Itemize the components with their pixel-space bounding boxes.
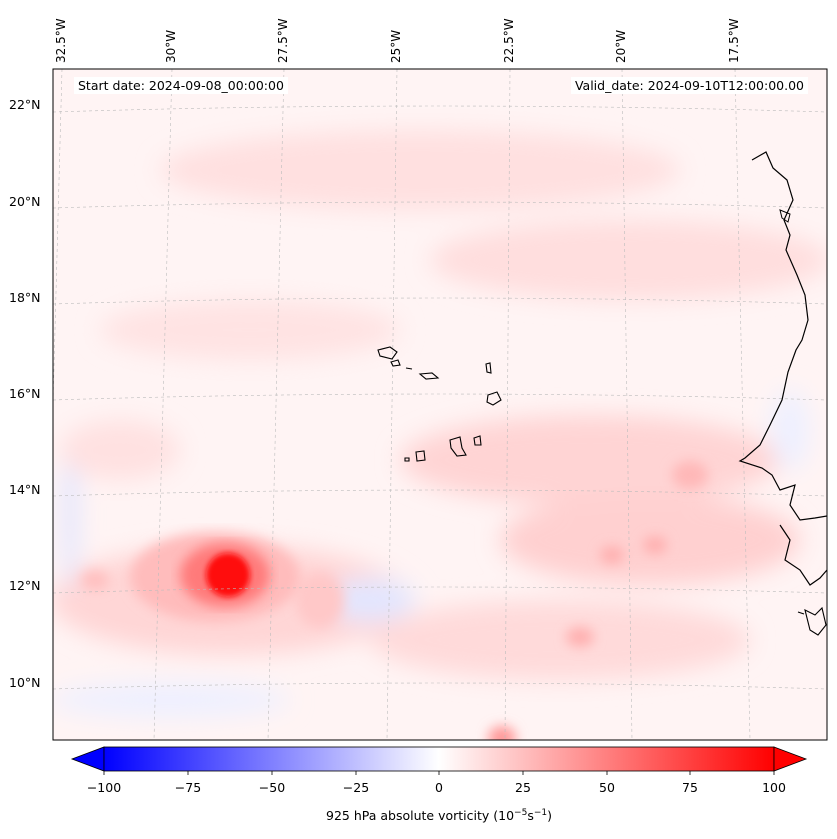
vortex-marker: [643, 536, 667, 554]
vortex-marker: [296, 572, 344, 628]
lat-label: 16°N: [9, 386, 41, 401]
island-outline: [804, 606, 827, 636]
intense-vortex: [130, 532, 300, 622]
colorbar-tick-label: −100: [86, 780, 122, 795]
valid-date-label: Valid_date: 2024-09-10T12:00:00.00: [570, 77, 808, 94]
vortex-marker: [600, 546, 624, 564]
colorbar-tick-label: −50: [258, 780, 286, 795]
colorbar-title: 925 hPa absolute vorticity (10−5s−1): [326, 808, 552, 823]
vortex-marker: [81, 570, 109, 590]
colorbar-title-exponent: −5: [514, 808, 528, 818]
lat-label: 18°N: [9, 290, 41, 305]
lon-label: 20°W: [614, 29, 628, 63]
colorbar-max-arrow: [773, 746, 808, 772]
start-date-label: Start date: 2024-09-08_00:00:00: [74, 77, 288, 94]
map-frame: [52, 68, 828, 741]
lon-label: 25°W: [389, 29, 403, 63]
colorbar-bar: [103, 746, 775, 772]
lat-label: 12°N: [9, 578, 41, 593]
colorbar: [70, 746, 808, 775]
lat-label: 22°N: [9, 97, 41, 112]
gridlines: [53, 69, 827, 740]
colorbar-title-unit: s: [527, 808, 534, 824]
colorbar-ticks: [103, 771, 775, 775]
colorbar-title-close: ): [547, 808, 553, 824]
island-outline: [797, 611, 805, 615]
vortex-marker: [488, 726, 516, 740]
colorbar-tick-label: 50: [599, 780, 615, 795]
lon-label: 32.5°W: [54, 18, 68, 63]
lon-label: 22.5°W: [502, 18, 516, 63]
colorbar-tick-label: 100: [762, 780, 786, 795]
coastline: [738, 151, 827, 521]
island-outline: [779, 209, 791, 223]
colorbar-tick-label: −25: [342, 780, 370, 795]
lon-label: 17.5°W: [727, 18, 741, 63]
cape-verde-islands: [377, 346, 502, 462]
lon-label: 27.5°W: [276, 18, 290, 63]
colorbar-tick-label: −75: [174, 780, 202, 795]
lon-label: 30°W: [164, 29, 178, 63]
vortex-marker: [672, 461, 708, 489]
colorbar-tick-label: 25: [515, 780, 531, 795]
colorbar-min-arrow: [70, 746, 105, 772]
vorticity-field: [53, 69, 827, 740]
coastline: [779, 524, 827, 586]
colorbar-tick-label: 0: [435, 780, 443, 795]
colorbar-title-exponent: −1: [533, 808, 548, 818]
colorbar-tick-label: 75: [682, 780, 698, 795]
lat-label: 10°N: [9, 675, 41, 690]
vortex-marker: [566, 627, 594, 647]
lat-label: 14°N: [9, 482, 41, 497]
lat-label: 20°N: [9, 194, 41, 209]
colorbar-title-text: 925 hPa absolute vorticity (10: [325, 808, 515, 824]
